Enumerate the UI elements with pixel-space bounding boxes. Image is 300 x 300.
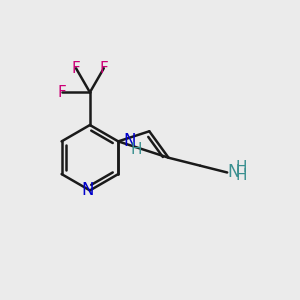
Text: N: N [123,132,136,150]
Text: F: F [72,61,80,76]
Text: F: F [99,61,108,76]
Text: H: H [236,168,247,183]
Text: H: H [236,160,247,175]
Text: N: N [81,182,94,200]
Text: N: N [227,164,240,181]
Text: F: F [58,85,67,100]
Text: H: H [131,142,142,157]
